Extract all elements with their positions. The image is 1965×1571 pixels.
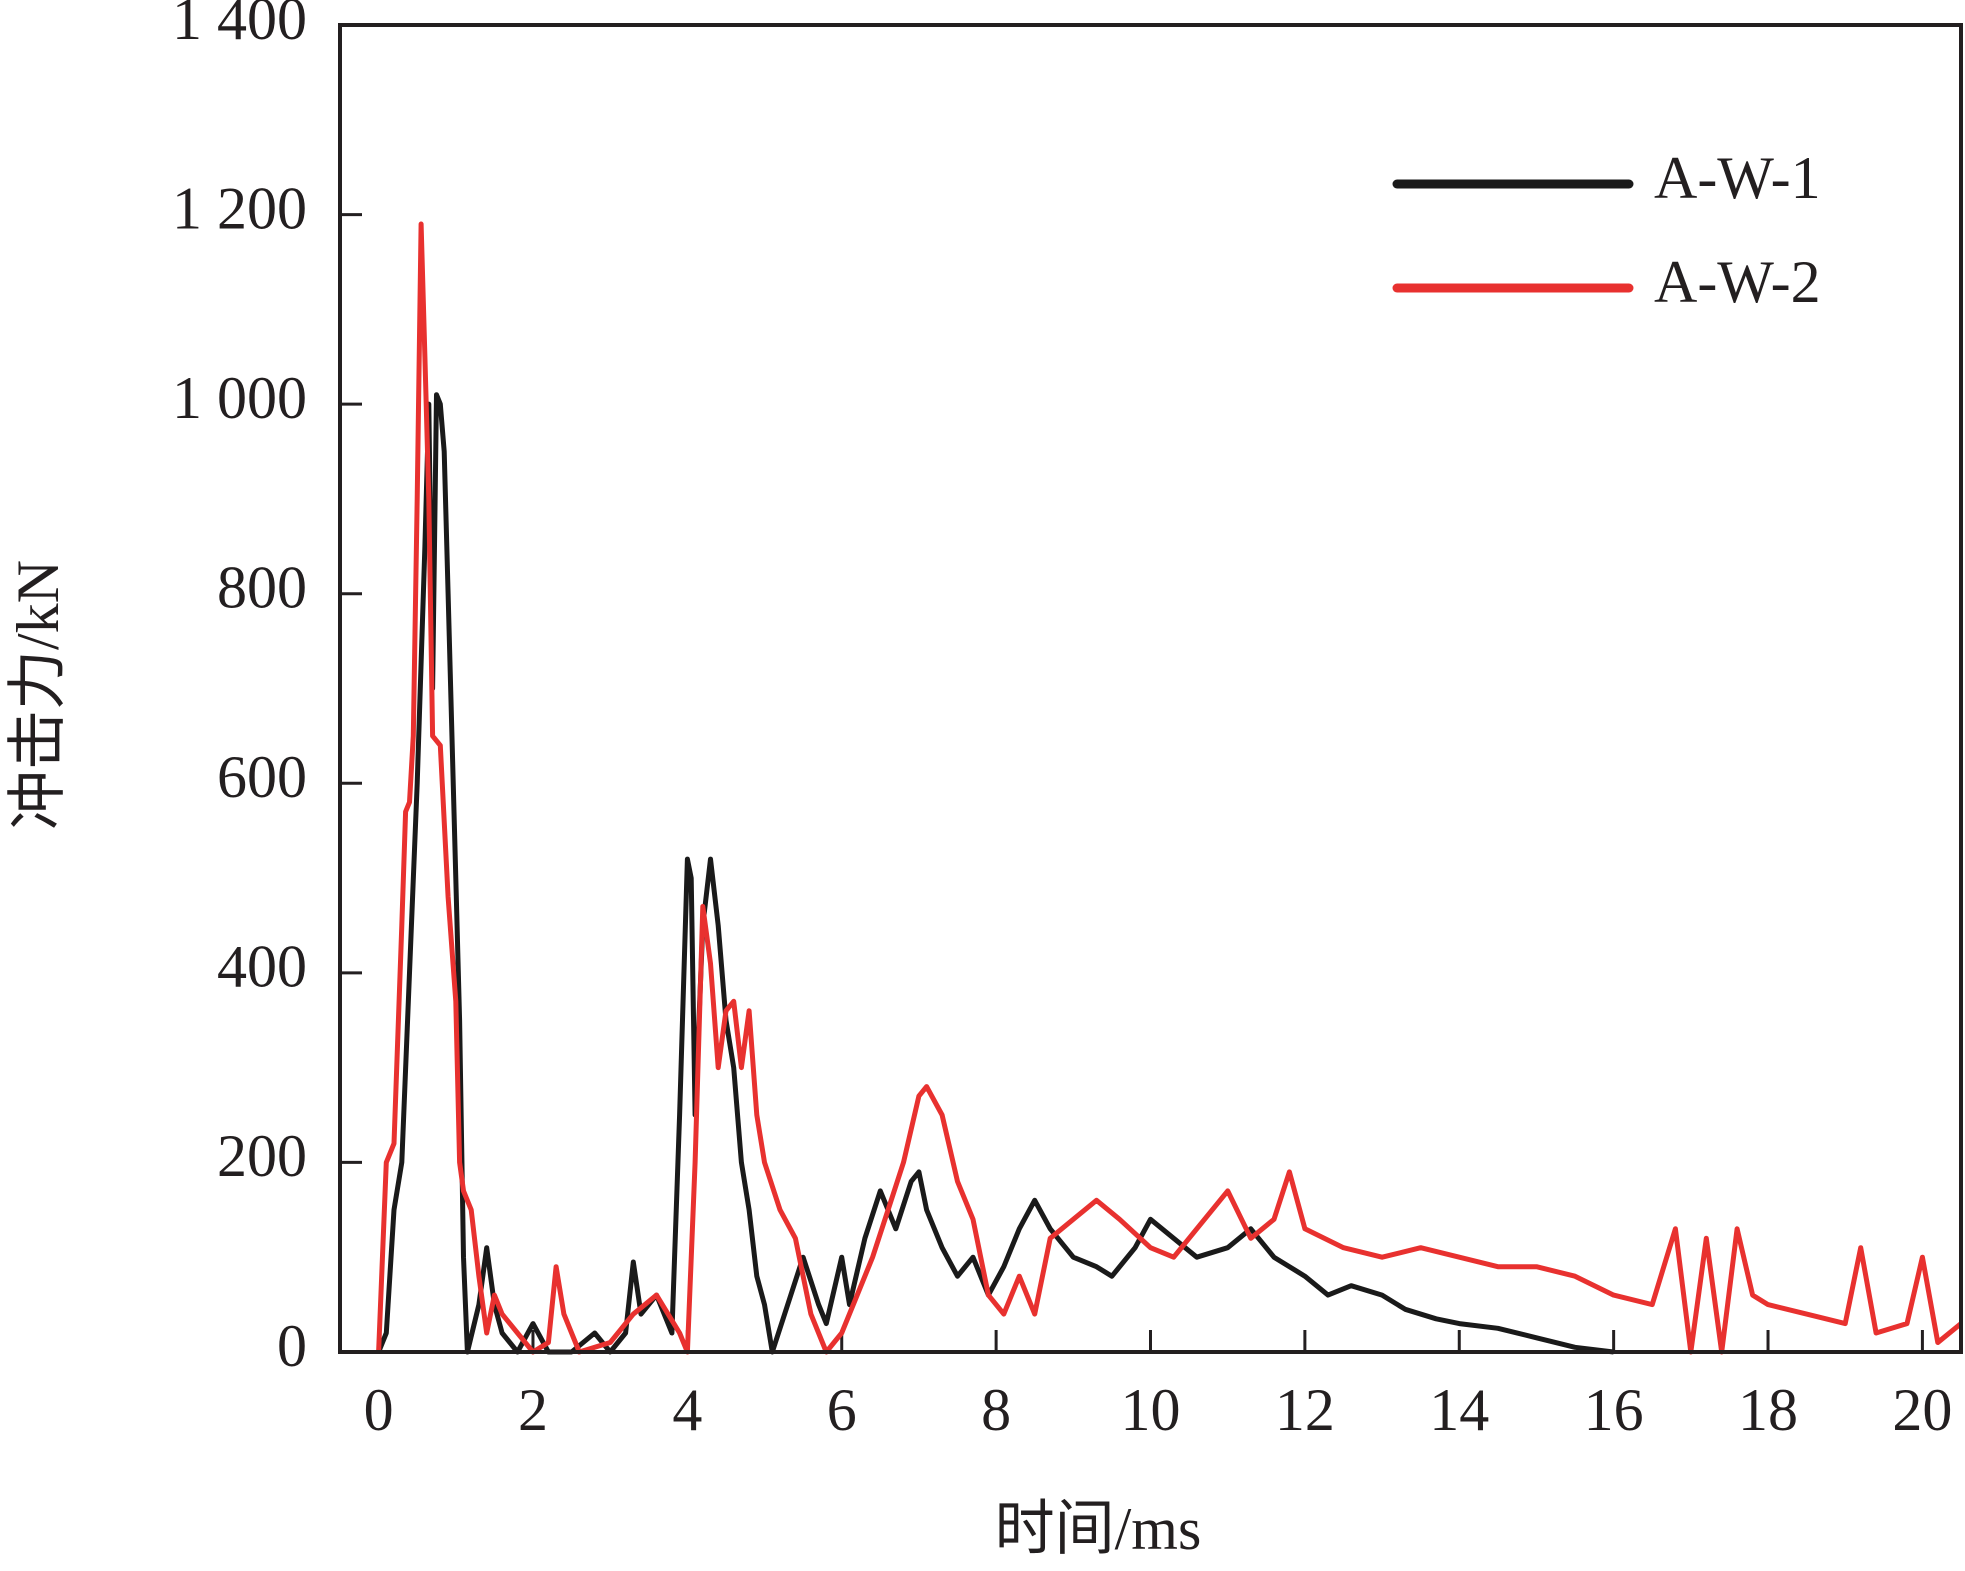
x-tick-label: 16 xyxy=(1584,1377,1644,1443)
x-tick-label: 8 xyxy=(981,1377,1011,1443)
y-tick-label: 400 xyxy=(217,934,307,1000)
y-tick-label: 1 200 xyxy=(172,175,307,241)
x-tick-label: 6 xyxy=(827,1377,857,1443)
y-tick-label: 0 xyxy=(277,1313,307,1379)
x-tick-label: 0 xyxy=(364,1377,394,1443)
data-line xyxy=(376,221,1963,1355)
y-tick-label: 200 xyxy=(217,1123,307,1189)
x-tick-label: 18 xyxy=(1738,1377,1798,1443)
x-tick-label: 4 xyxy=(672,1377,702,1443)
x-tick-label: 20 xyxy=(1892,1377,1952,1443)
x-tick-label: 14 xyxy=(1429,1377,1489,1443)
x-tick-label: 10 xyxy=(1121,1377,1181,1443)
legend-label: A-W-2 xyxy=(1654,249,1821,315)
legend-label: A-W-1 xyxy=(1654,145,1821,211)
y-tick-label: 600 xyxy=(217,744,307,810)
y-axis-title: 冲击力/kN xyxy=(5,560,71,830)
plot-frame xyxy=(338,23,1963,1354)
x-tick-label: 12 xyxy=(1275,1377,1335,1443)
y-tick-label: 800 xyxy=(217,554,307,620)
y-tick-label: 1 000 xyxy=(172,365,307,431)
y-tick-label: 1 400 xyxy=(172,0,307,52)
data-line xyxy=(376,392,1614,1355)
x-tick-label: 2 xyxy=(518,1377,548,1443)
x-axis-title: 时间/ms xyxy=(995,1496,1202,1562)
